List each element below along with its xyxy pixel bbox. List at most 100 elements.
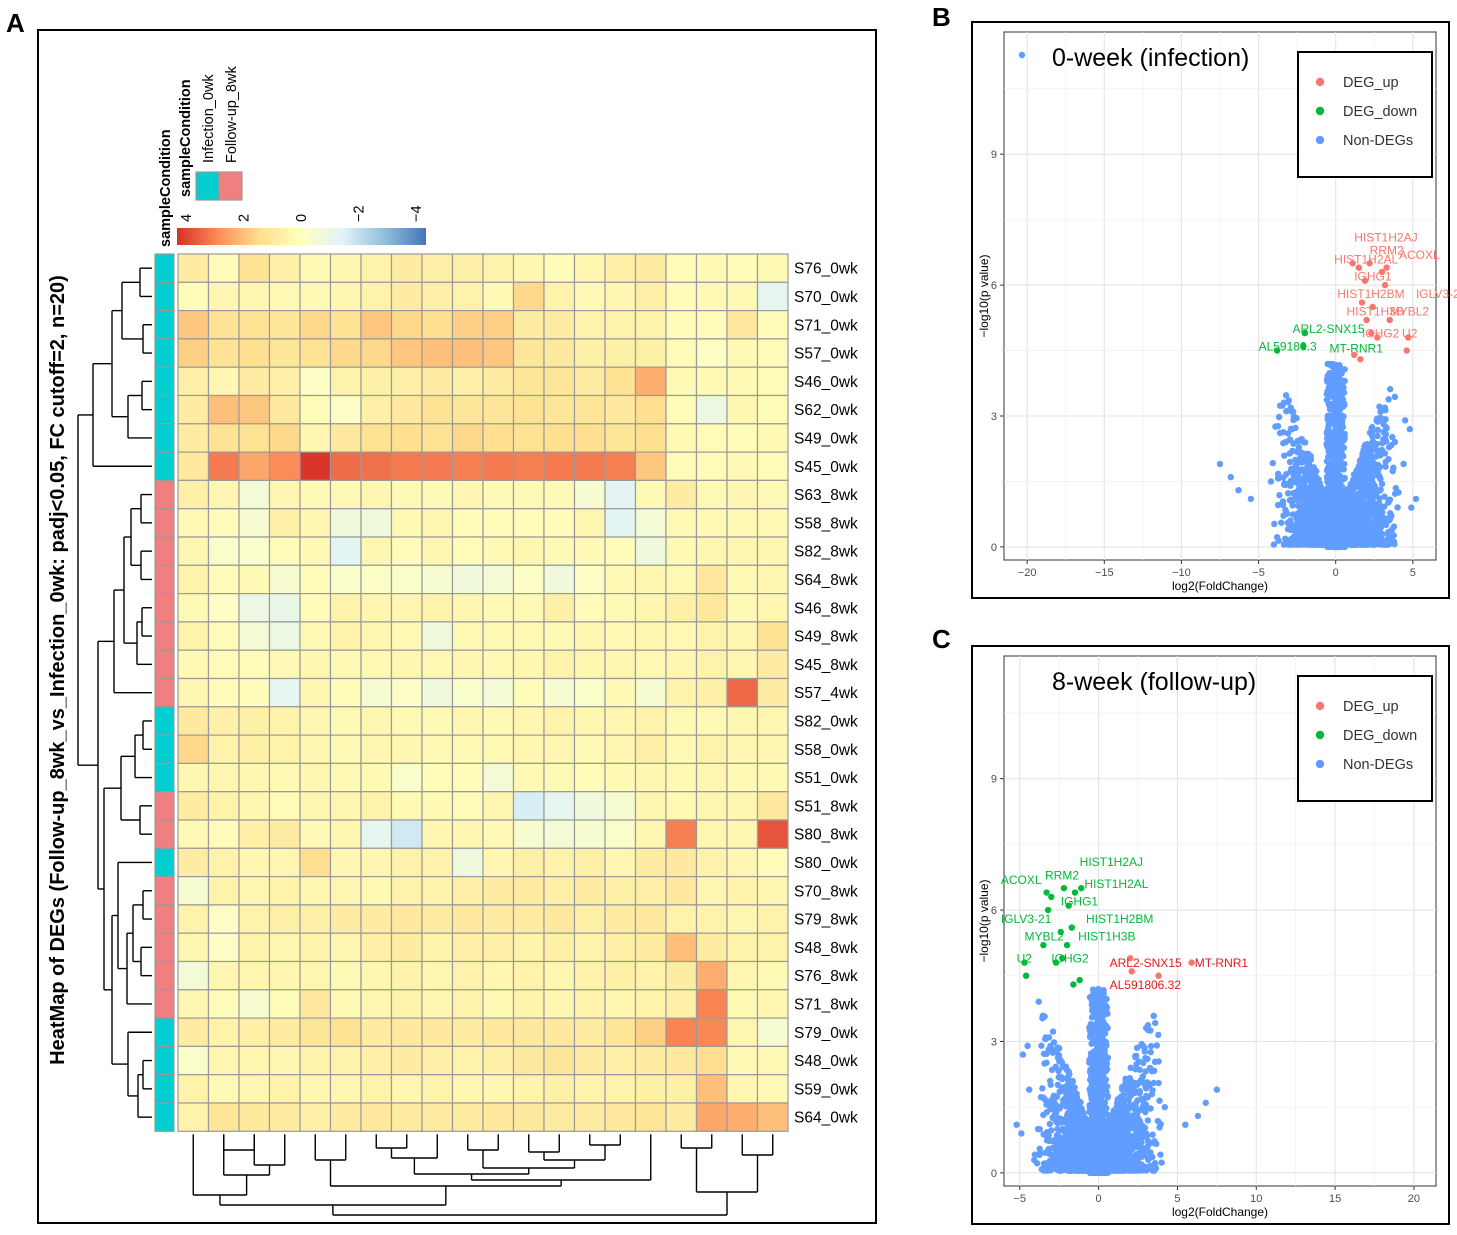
heatmap-cell — [514, 877, 545, 905]
heatmap-cell — [239, 1103, 270, 1131]
non-deg-point — [1385, 517, 1391, 523]
heatmap-cell — [270, 735, 301, 763]
heatmap-cell — [636, 1018, 667, 1046]
heatmap-cell — [514, 594, 545, 622]
heatmap-cell — [758, 1103, 789, 1131]
heatmap-cell — [422, 820, 453, 848]
non-deg-point — [1047, 1121, 1053, 1127]
heatmap-cell — [483, 1075, 514, 1103]
heatmap-cell — [209, 933, 240, 961]
heatmap-cell — [758, 339, 789, 367]
legend-label: DEG_down — [1343, 104, 1417, 120]
deg-point — [1403, 347, 1409, 353]
heatmap-cell — [392, 565, 423, 593]
non-deg-point — [1040, 1112, 1046, 1118]
x-tick-label: −10 — [1172, 567, 1191, 579]
heatmap-cell — [331, 877, 362, 905]
non-deg-point — [1362, 500, 1368, 506]
heatmap-cell — [697, 877, 728, 905]
heatmap-cell — [758, 480, 789, 508]
condition-cell — [155, 367, 174, 395]
heatmap-cell — [605, 254, 636, 282]
non-deg-point — [1336, 491, 1342, 497]
heatmap-cell — [361, 594, 392, 622]
gene-label: AL59186.3 — [1259, 340, 1317, 354]
non-deg-point — [1289, 448, 1295, 454]
heatmap-cell — [300, 679, 331, 707]
non-deg-point — [1301, 532, 1307, 538]
heatmap-cell — [178, 537, 209, 565]
heatmap-cell — [605, 339, 636, 367]
condition-cell — [155, 452, 174, 480]
color-scale-tick: −4 — [409, 205, 425, 222]
non-deg-point — [1335, 455, 1341, 461]
heatmap-cell — [300, 480, 331, 508]
heatmap-cell — [422, 763, 453, 791]
heatmap-cell — [636, 565, 667, 593]
condition-cell — [155, 565, 174, 593]
heatmap-cell — [575, 1046, 606, 1074]
heatmap-cell — [422, 905, 453, 933]
heatmap-cell — [666, 1046, 697, 1074]
heatmap-cell — [239, 650, 270, 678]
heatmap-cell — [666, 339, 697, 367]
non-deg-point — [1348, 523, 1354, 529]
heatmap-cell — [727, 990, 758, 1018]
y-tick-label: 0 — [991, 542, 997, 554]
condition-cell — [155, 905, 174, 933]
heatmap-cell — [483, 311, 514, 339]
non-deg-point — [1145, 1117, 1151, 1123]
heatmap-cell — [697, 905, 728, 933]
heatmap-cell — [453, 905, 484, 933]
heatmap-cell — [209, 707, 240, 735]
legend-marker — [1316, 78, 1324, 86]
gene-label: ARL2-SNX15 — [1293, 322, 1365, 336]
heatmap-cell — [636, 367, 667, 395]
heatmap-cell — [483, 1103, 514, 1131]
heatmap-cell — [209, 763, 240, 791]
legend-label: DEG_up — [1343, 75, 1399, 91]
heatmap-cell — [575, 735, 606, 763]
heatmap-cell — [514, 792, 545, 820]
heatmap-cell — [758, 452, 789, 480]
heatmap-cell — [300, 622, 331, 650]
heatmap-cell — [239, 820, 270, 848]
heatmap-cell — [300, 509, 331, 537]
heatmap-cell — [178, 650, 209, 678]
non-deg-point — [1156, 1098, 1162, 1104]
heatmap-title: HeatMap of DEGs (Follow-up_8wk_vs_Infect… — [47, 275, 69, 1065]
heatmap-cell — [483, 622, 514, 650]
heatmap-cell — [697, 735, 728, 763]
non-deg-point — [1413, 496, 1419, 502]
heatmap-cell — [727, 1075, 758, 1103]
non-deg-point — [1326, 462, 1332, 468]
heatmap-cell — [666, 424, 697, 452]
heatmap-cell — [361, 509, 392, 537]
non-deg-point — [1306, 456, 1312, 462]
heatmap-cell — [544, 254, 575, 282]
title-marker — [1019, 52, 1025, 58]
heatmap-cell — [361, 650, 392, 678]
heatmap-cell — [239, 424, 270, 452]
heatmap-cell — [300, 1018, 331, 1046]
condition-cell — [155, 763, 174, 791]
non-deg-point — [1326, 384, 1332, 390]
condition-cell — [155, 650, 174, 678]
heatmap-cell — [605, 905, 636, 933]
heatmap-cell — [331, 792, 362, 820]
non-deg-point — [1333, 512, 1339, 518]
heatmap-cell — [422, 509, 453, 537]
heatmap-cell — [178, 679, 209, 707]
heatmap-cell — [178, 452, 209, 480]
heatmap-cell — [697, 622, 728, 650]
heatmap-cell — [209, 254, 240, 282]
heatmap-cell — [300, 367, 331, 395]
non-deg-point — [1154, 1042, 1160, 1048]
heatmap-cell — [666, 962, 697, 990]
heatmap-cell — [270, 282, 301, 310]
heatmap-cell — [453, 254, 484, 282]
heatmap-cell — [392, 254, 423, 282]
non-deg-point — [1319, 541, 1325, 547]
non-deg-point — [1292, 539, 1298, 545]
heatmap-cell — [636, 1075, 667, 1103]
